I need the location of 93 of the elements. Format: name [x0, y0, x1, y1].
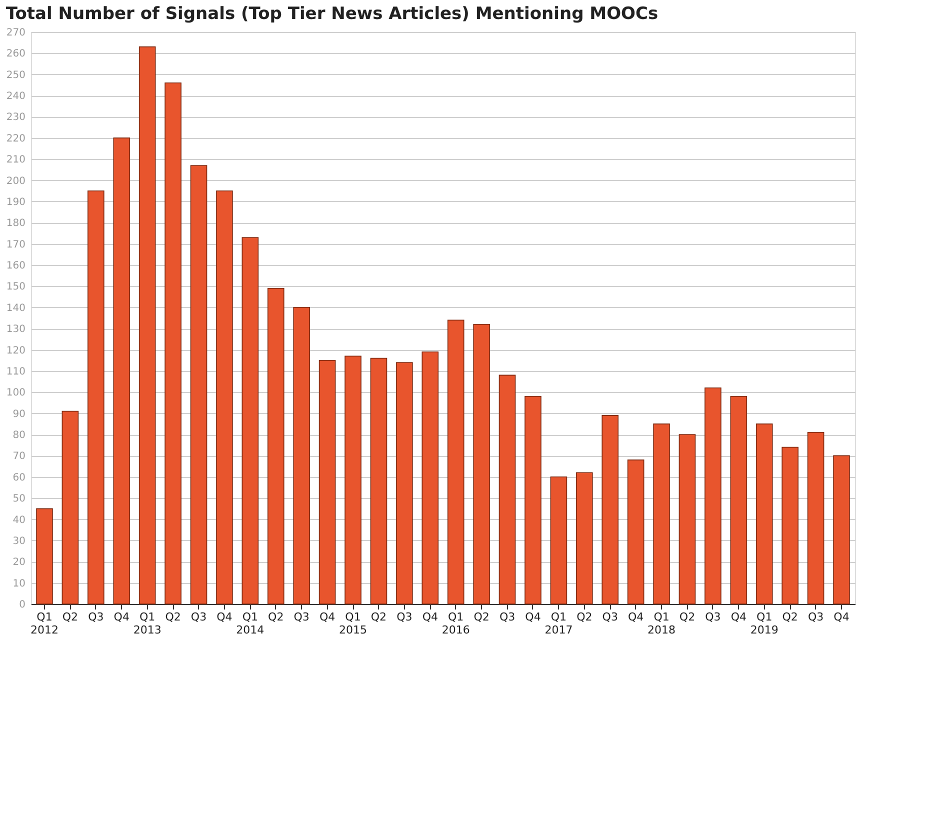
- x-tick-label: Q4: [730, 610, 746, 624]
- bar: [576, 472, 593, 604]
- x-tick-label: Q2: [165, 610, 181, 624]
- y-tick-label: 220: [6, 133, 26, 144]
- bar: [833, 455, 850, 604]
- bar: [396, 362, 413, 604]
- y-tick-label: 70: [12, 451, 26, 462]
- bar: [242, 237, 259, 604]
- x-tick-label: Q2: [268, 610, 284, 624]
- y-tick-label: 180: [6, 218, 26, 230]
- x-tick-label: Q1 2012: [30, 610, 58, 636]
- y-tick-label: 60: [12, 472, 26, 484]
- y-tick-label: 270: [6, 28, 26, 38]
- bar: [138, 46, 156, 604]
- y-tick-label: 140: [6, 302, 26, 314]
- y-tick-label: 20: [12, 557, 26, 568]
- x-tick-label: Q3: [705, 610, 721, 624]
- x-tick-label: Q3: [808, 610, 824, 624]
- x-tick-label: Q3: [396, 610, 412, 624]
- bar: [782, 446, 798, 604]
- bar: [627, 460, 644, 604]
- bar: [267, 288, 284, 604]
- y-tick-label: 170: [6, 239, 26, 250]
- x-tick-label: Q1 2018: [648, 610, 676, 636]
- bar: [756, 424, 773, 604]
- bar: [807, 432, 824, 604]
- x-tick-label: Q1 2014: [236, 610, 264, 636]
- x-tick-label: Q4: [628, 610, 644, 624]
- y-tick-label: 210: [6, 154, 26, 166]
- y-tick-label: 200: [6, 176, 26, 187]
- chart-title: Total Number of Signals (Top Tier News Articles) Mentioning MOOCs: [6, 4, 658, 24]
- y-tick-label: 230: [6, 112, 26, 124]
- bar: [602, 415, 619, 604]
- x-tick-label: Q2: [62, 610, 78, 624]
- y-tick-label: 250: [6, 70, 26, 81]
- bar: [473, 324, 490, 604]
- x-tick-label: Q1 2016: [442, 610, 470, 636]
- bar: [36, 508, 53, 604]
- x-tick-label: Q2: [474, 610, 490, 624]
- bar: [550, 476, 568, 604]
- bar: [344, 356, 362, 604]
- x-tick-label: Q2: [370, 610, 387, 624]
- bar: [704, 388, 722, 604]
- x-tick-label: Q1 2017: [544, 610, 573, 636]
- x-tick-label: Q2: [679, 610, 696, 624]
- x-tick-label: Q3: [88, 610, 104, 624]
- bar: [524, 396, 542, 604]
- bar: [653, 424, 670, 604]
- y-tick-label: 10: [12, 578, 26, 590]
- bar: [113, 138, 130, 604]
- x-tick-label: Q1 2013: [133, 610, 162, 636]
- y-tick-label: 90: [12, 408, 26, 420]
- y-tick-label: 120: [6, 345, 26, 356]
- x-tick-label: Q4: [319, 610, 336, 624]
- x-tick-label: Q2: [782, 610, 798, 624]
- x-tick-label: Q1 2015: [339, 610, 368, 636]
- y-tick-label: 0: [19, 600, 26, 610]
- x-tick-label: Q2: [576, 610, 592, 624]
- bar: [678, 434, 696, 604]
- y-tick-label: 80: [12, 430, 26, 442]
- y-tick-label: 130: [6, 324, 26, 336]
- bar: [164, 82, 182, 604]
- y-tick-label: 30: [12, 536, 26, 547]
- y-tick-label: 100: [6, 388, 26, 399]
- x-tick-label: Q1 2019: [750, 610, 778, 636]
- y-tick-label: 50: [12, 494, 26, 505]
- bar: [190, 165, 208, 604]
- y-tick-label: 190: [6, 196, 26, 208]
- x-tick-label: Q4: [422, 610, 438, 624]
- bar: [88, 190, 104, 604]
- y-tick-label: 160: [6, 260, 26, 272]
- y-tick-label: 260: [6, 48, 26, 60]
- y-tick-label: 40: [12, 514, 26, 526]
- x-tick-label: Q3: [602, 610, 618, 624]
- x-tick-label: Q4: [216, 610, 232, 624]
- bar: [318, 360, 336, 604]
- bar: [62, 410, 79, 604]
- bar: [370, 358, 388, 604]
- bar: [422, 351, 439, 604]
- x-tick-label: Q4: [834, 610, 850, 624]
- x-tick-label: Q3: [499, 610, 516, 624]
- x-tick-label: Q3: [294, 610, 310, 624]
- y-tick-label: 150: [6, 282, 26, 293]
- bar: [730, 396, 748, 604]
- x-tick-label: Q4: [114, 610, 130, 624]
- bar: [216, 190, 233, 604]
- bar: [293, 307, 310, 604]
- y-tick-label: 240: [6, 91, 26, 102]
- x-tick-label: Q4: [525, 610, 541, 624]
- y-tick-label: 110: [6, 366, 26, 378]
- bar: [447, 320, 464, 604]
- x-tick-label: Q3: [190, 610, 207, 624]
- bar: [498, 374, 516, 604]
